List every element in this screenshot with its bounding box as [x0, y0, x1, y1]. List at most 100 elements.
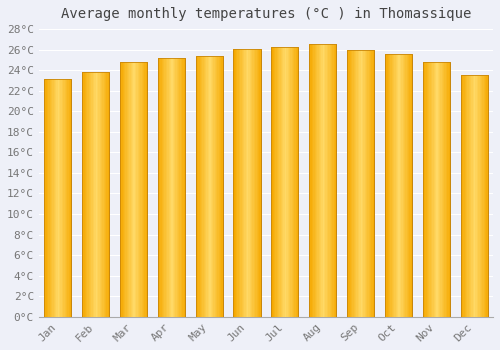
Bar — [440, 62, 442, 317]
Bar — [422, 62, 450, 317]
Bar — [285, 47, 286, 317]
Bar — [281, 47, 282, 317]
Bar — [196, 56, 223, 317]
Bar — [70, 79, 71, 317]
Bar — [44, 79, 72, 317]
Bar — [256, 49, 258, 317]
Bar — [468, 75, 470, 317]
Bar — [406, 54, 408, 317]
Bar — [238, 49, 239, 317]
Bar — [466, 75, 468, 317]
Bar — [44, 79, 46, 317]
Bar — [373, 50, 374, 317]
Bar — [121, 62, 122, 317]
Bar — [330, 44, 331, 317]
Bar — [313, 44, 314, 317]
Bar — [144, 62, 146, 317]
Bar — [48, 79, 50, 317]
Bar — [478, 75, 480, 317]
Bar — [142, 62, 143, 317]
Bar — [393, 54, 394, 317]
Bar — [396, 54, 397, 317]
Bar — [60, 79, 62, 317]
Bar — [176, 58, 178, 317]
Bar — [470, 75, 472, 317]
Bar — [288, 47, 289, 317]
Bar — [234, 49, 260, 317]
Bar — [174, 58, 176, 317]
Bar — [318, 44, 320, 317]
Bar — [386, 54, 388, 317]
Bar — [394, 54, 396, 317]
Bar — [314, 44, 316, 317]
Bar — [93, 72, 94, 317]
Bar — [286, 47, 288, 317]
Bar — [68, 79, 70, 317]
Bar — [214, 56, 216, 317]
Bar — [172, 58, 174, 317]
Bar — [244, 49, 246, 317]
Bar — [120, 62, 147, 317]
Bar — [52, 79, 54, 317]
Bar — [434, 62, 435, 317]
Bar — [108, 72, 109, 317]
Bar — [352, 50, 354, 317]
Bar — [335, 44, 336, 317]
Bar — [134, 62, 135, 317]
Bar — [486, 75, 488, 317]
Bar — [90, 72, 92, 317]
Bar — [290, 47, 292, 317]
Bar — [432, 62, 434, 317]
Bar — [143, 62, 144, 317]
Bar — [435, 62, 436, 317]
Bar — [324, 44, 326, 317]
Bar — [198, 56, 200, 317]
Bar — [51, 79, 52, 317]
Bar — [289, 47, 290, 317]
Bar — [481, 75, 482, 317]
Bar — [473, 75, 474, 317]
Bar — [426, 62, 428, 317]
Bar — [322, 44, 324, 317]
Bar — [50, 79, 51, 317]
Bar — [204, 56, 205, 317]
Bar — [436, 62, 438, 317]
Bar — [84, 72, 86, 317]
Bar — [248, 49, 250, 317]
Bar — [158, 58, 159, 317]
Bar — [280, 47, 281, 317]
Bar — [460, 75, 488, 317]
Bar — [124, 62, 126, 317]
Bar — [347, 50, 348, 317]
Bar — [462, 75, 463, 317]
Bar — [178, 58, 180, 317]
Bar — [128, 62, 130, 317]
Bar — [398, 54, 400, 317]
Bar — [254, 49, 255, 317]
Bar — [485, 75, 486, 317]
Bar — [358, 50, 359, 317]
Bar — [312, 44, 313, 317]
Bar — [482, 75, 484, 317]
Bar — [62, 79, 63, 317]
Bar — [205, 56, 206, 317]
Bar — [255, 49, 256, 317]
Bar — [408, 54, 410, 317]
Bar — [354, 50, 355, 317]
Bar — [239, 49, 240, 317]
Bar — [360, 50, 362, 317]
Bar — [477, 75, 478, 317]
Bar — [448, 62, 450, 317]
Bar — [460, 75, 488, 317]
Bar — [105, 72, 106, 317]
Bar — [359, 50, 360, 317]
Bar — [331, 44, 332, 317]
Bar — [64, 79, 66, 317]
Bar — [348, 50, 350, 317]
Bar — [294, 47, 296, 317]
Bar — [136, 62, 138, 317]
Bar — [55, 79, 56, 317]
Bar — [213, 56, 214, 317]
Bar — [443, 62, 444, 317]
Bar — [390, 54, 392, 317]
